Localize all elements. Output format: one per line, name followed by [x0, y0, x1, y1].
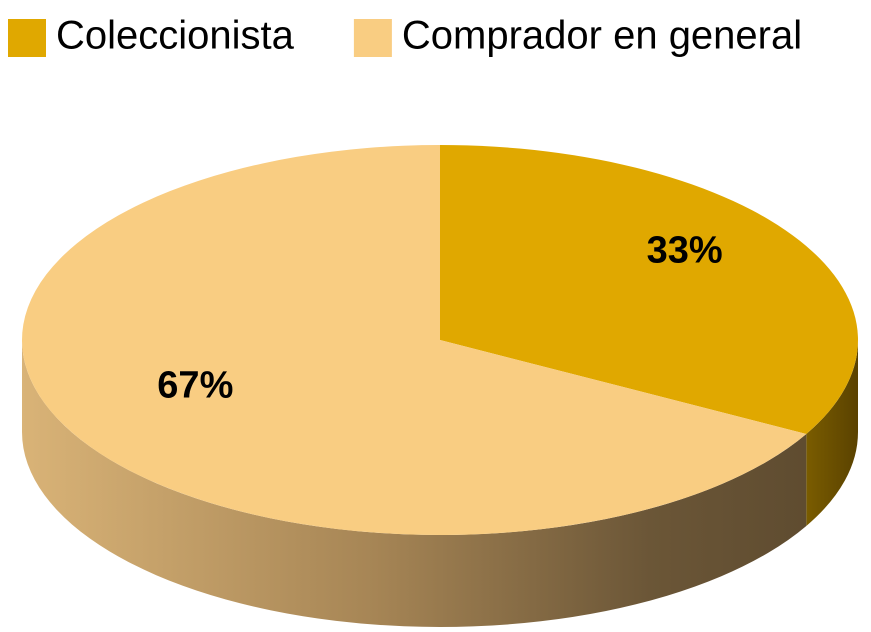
legend-swatch	[8, 19, 46, 57]
value-label: 33%	[647, 230, 723, 272]
legend: Coleccionista Comprador en general	[8, 14, 802, 58]
pie-side	[806, 340, 858, 526]
pie-slice	[440, 145, 859, 434]
pie-slice	[22, 145, 807, 535]
pie: 33% 67%	[22, 145, 859, 627]
value-label: 67%	[157, 365, 233, 407]
legend-label: Comprador en general	[402, 14, 802, 58]
pie-side	[22, 340, 807, 627]
legend-label: Coleccionista	[56, 14, 295, 58]
legend-swatch	[353, 19, 392, 57]
